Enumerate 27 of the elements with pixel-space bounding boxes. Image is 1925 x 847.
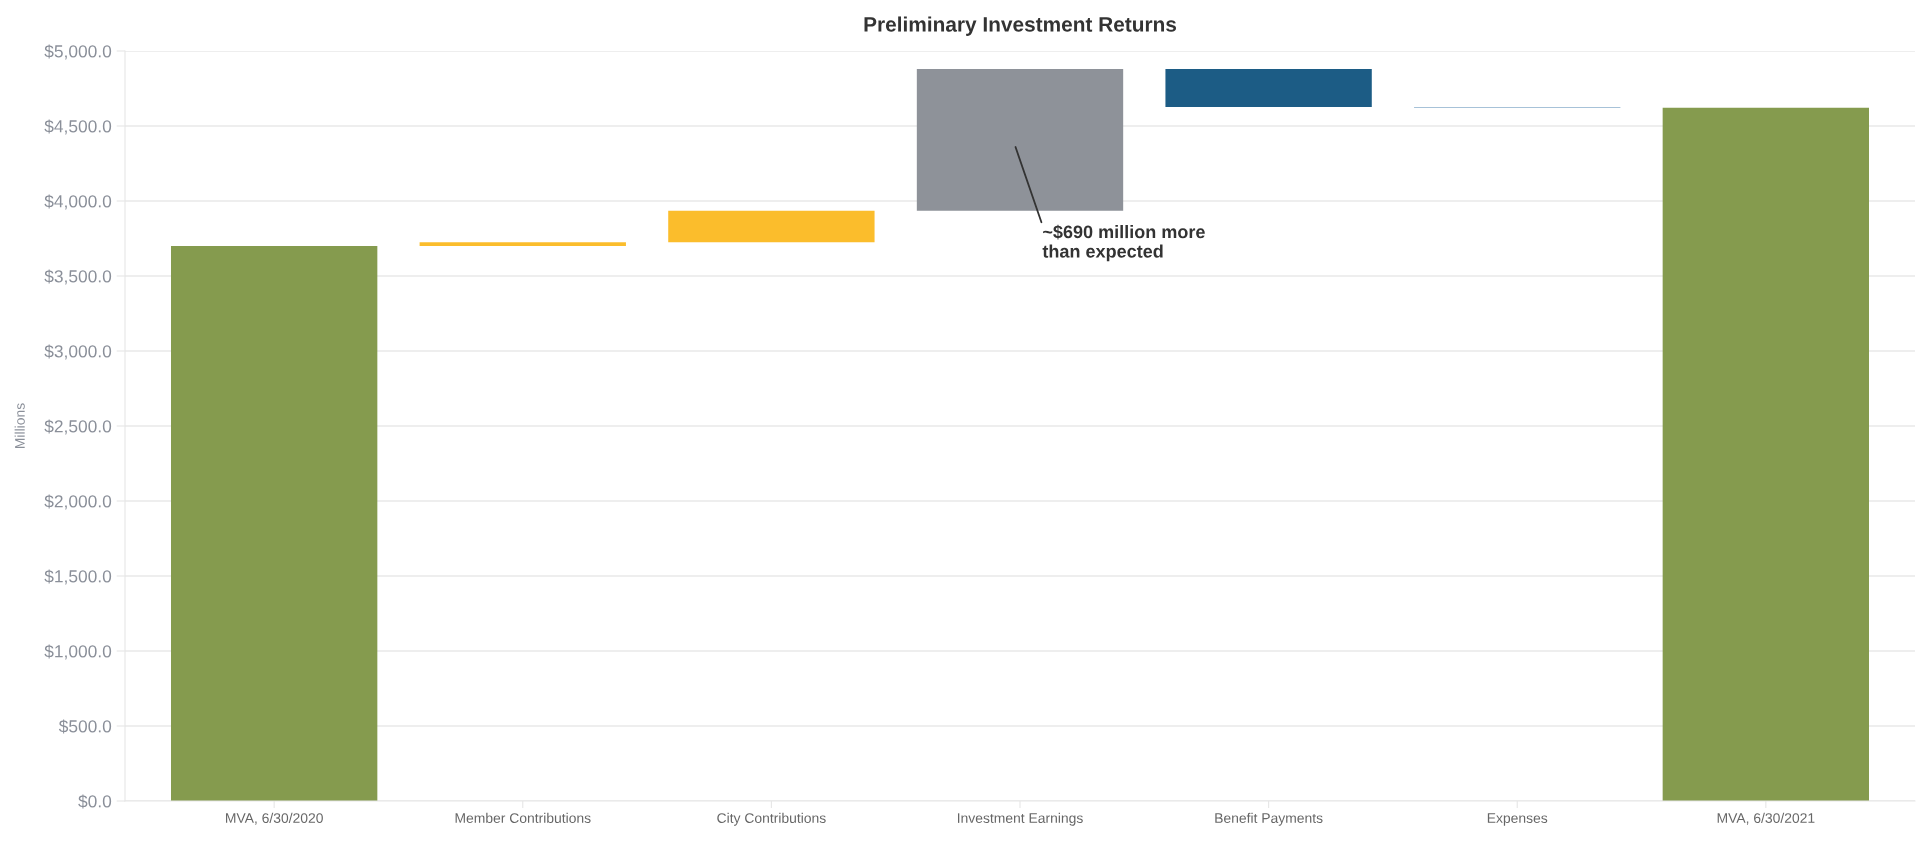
x-tick-label: MVA, 6/30/2021: [1717, 812, 1815, 825]
y-tick-label: $500.0: [58, 719, 112, 734]
x-tick-label: Benefit Payments: [1215, 812, 1323, 826]
x-tick-label: Expenses: [1487, 813, 1548, 826]
y-axis-title: Millions: [14, 403, 25, 449]
y-tick-label: $1,000.0: [44, 644, 112, 660]
annotation: ~$690 million more than expected: [1042, 224, 1205, 262]
y-tick-label: $4,000.0: [44, 194, 112, 210]
y-tick-label: $5,000.0: [44, 44, 112, 60]
x-tick-label: Member Contributions: [455, 812, 591, 824]
x-tick-label: MVA, 6/30/2020: [226, 812, 323, 825]
y-tick-label: $1,500.0: [44, 569, 112, 585]
y-tick-label: $2,500.0: [44, 419, 112, 435]
bar: [1165, 69, 1372, 107]
y-tick-label: $3,000.0: [44, 344, 112, 360]
chart-title: Preliminary Investment Returns: [864, 16, 1177, 36]
bar: [419, 242, 626, 246]
y-tick-label: $2,000.0: [44, 494, 112, 510]
y-tick-label: $3,500.0: [44, 269, 112, 285]
bar: [170, 246, 378, 801]
x-tick-label: Investment Earnings: [957, 812, 1083, 826]
x-tick-label: City Contributions: [717, 812, 826, 826]
bar: [668, 210, 875, 243]
bar: [1662, 107, 1870, 801]
bar: [916, 69, 1124, 211]
y-tick-label: $0.0: [78, 794, 112, 809]
y-tick-label: $4,500.0: [44, 119, 112, 135]
